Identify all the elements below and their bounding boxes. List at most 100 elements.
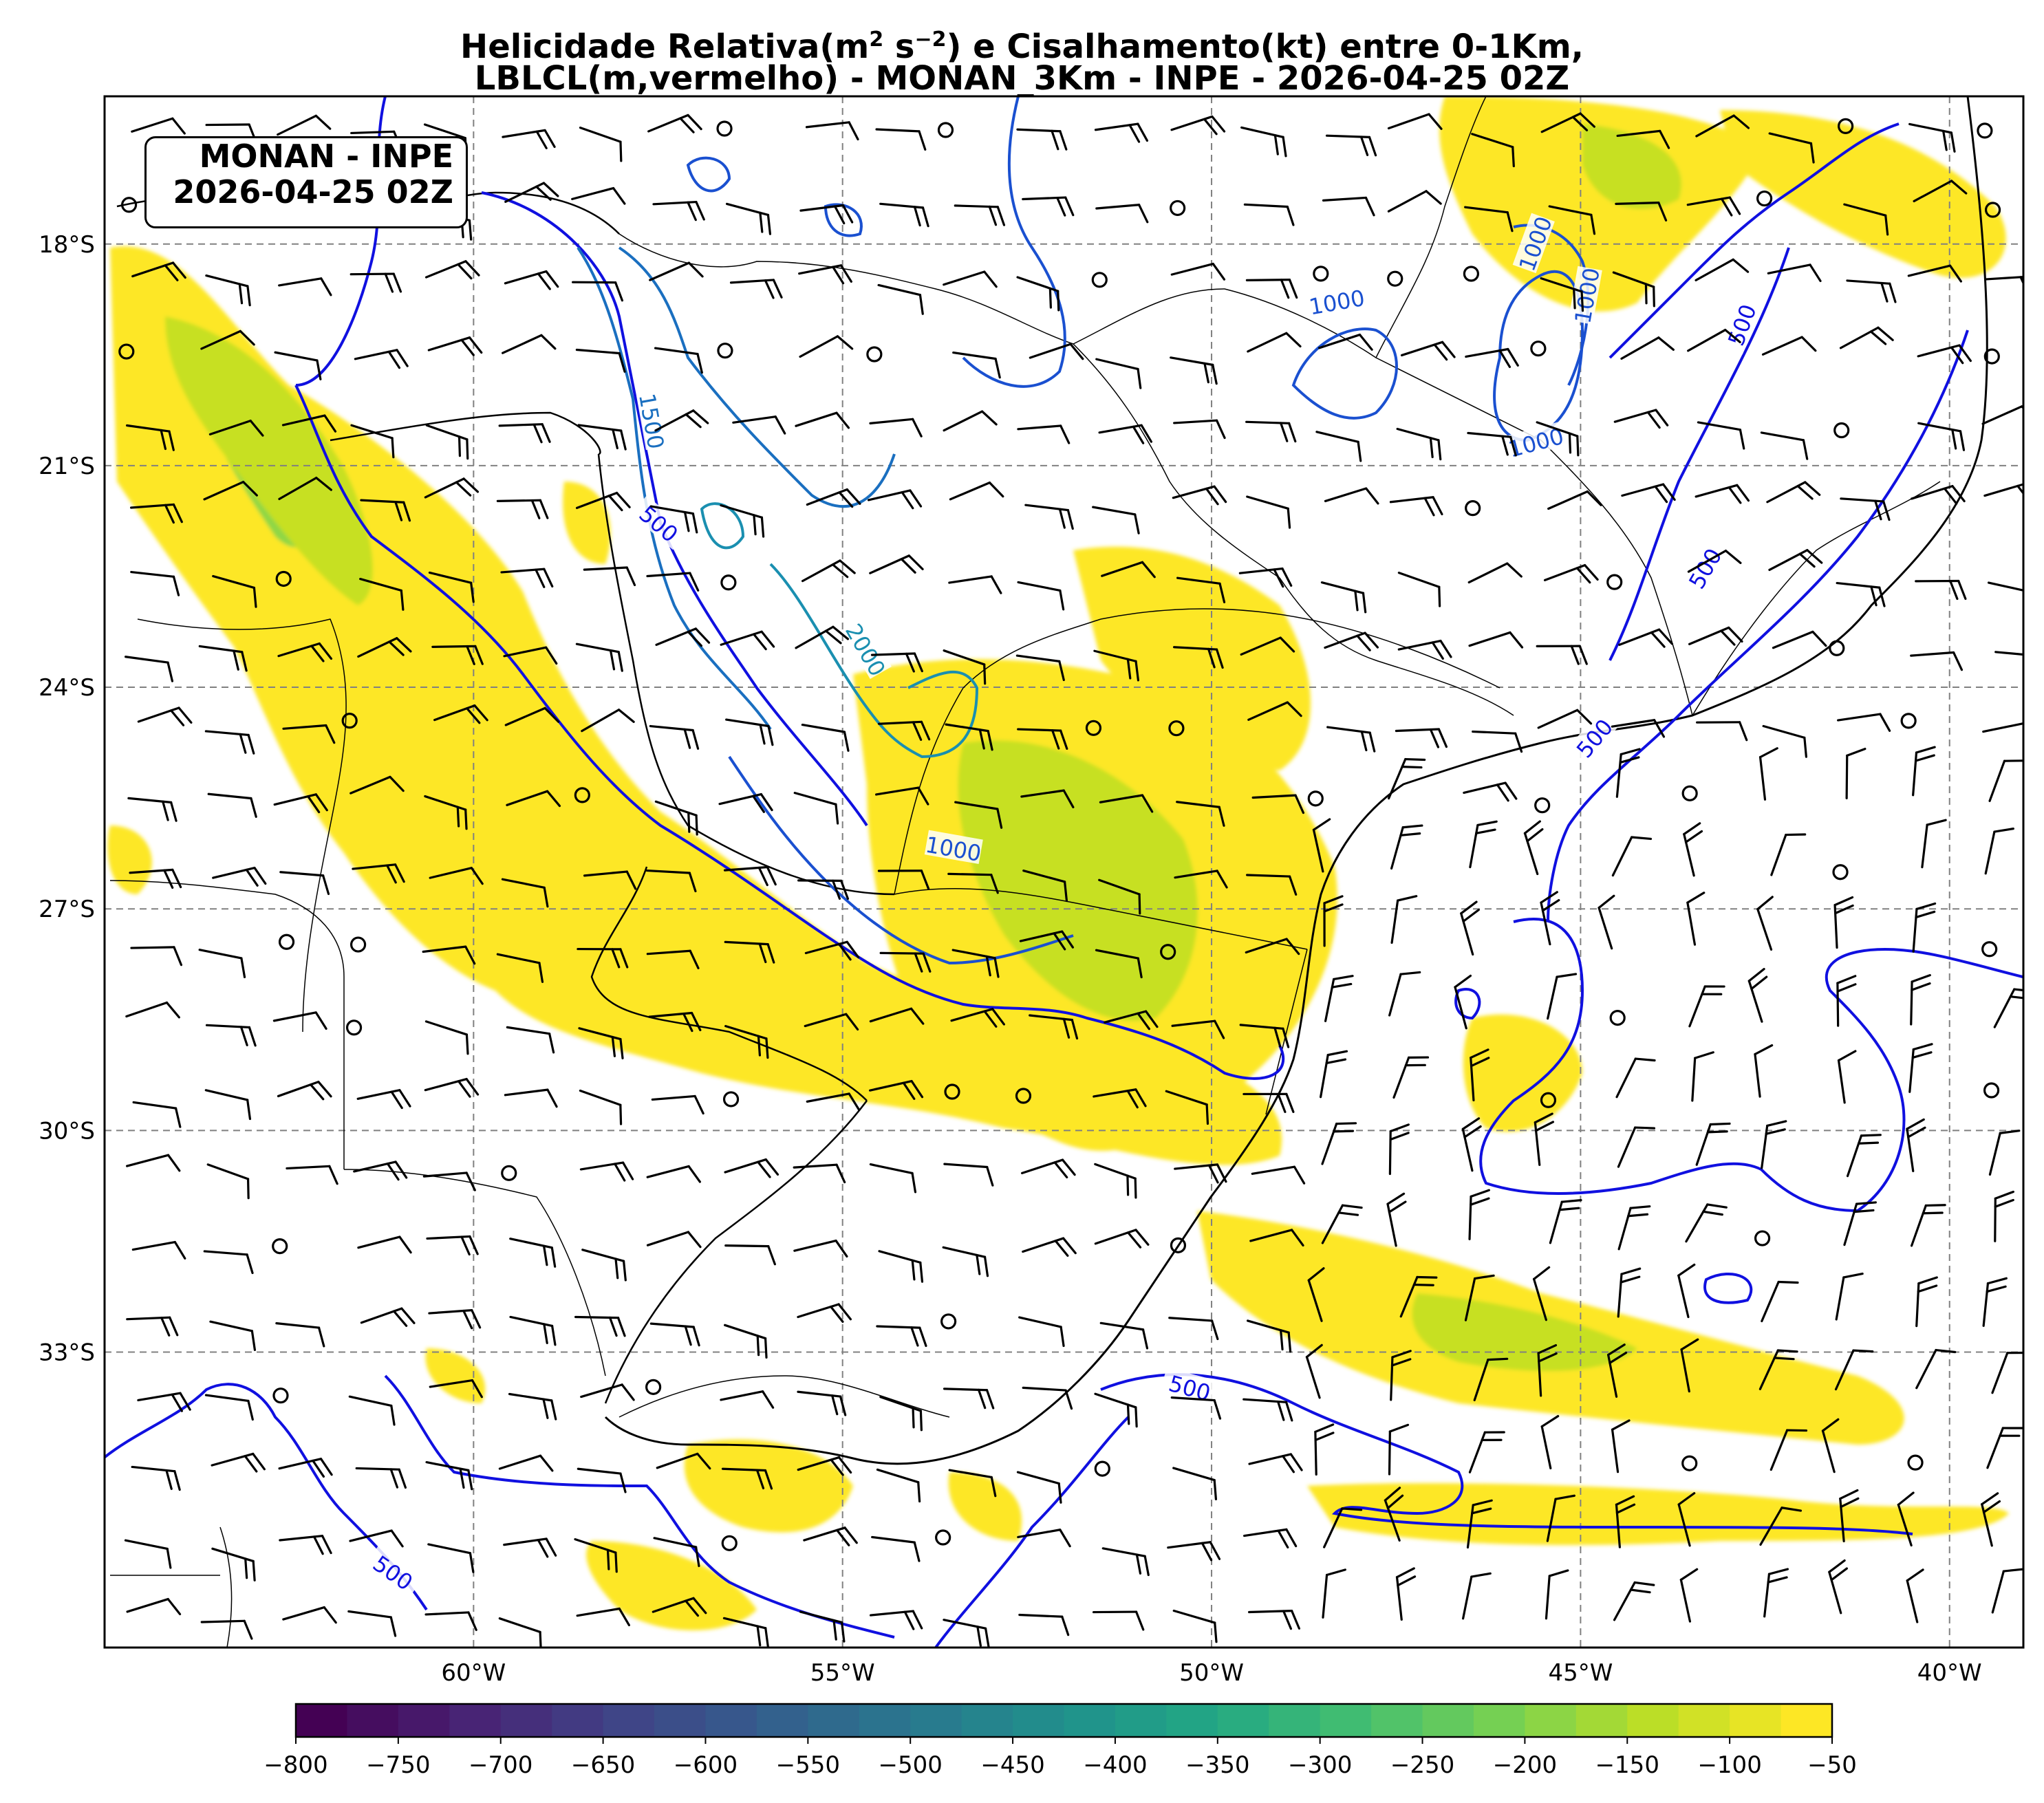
wind-barb bbox=[575, 643, 623, 672]
wind-barb bbox=[720, 1390, 775, 1409]
calm-wind-circle bbox=[1091, 272, 1108, 288]
wind-barb bbox=[433, 704, 488, 724]
wind-barb bbox=[498, 1617, 542, 1648]
wind-barb bbox=[869, 554, 924, 574]
helicity-region-west-green bbox=[165, 316, 373, 605]
wind-barb bbox=[501, 878, 549, 908]
lon-tick-label: 50°W bbox=[1179, 1659, 1244, 1687]
wind-barb bbox=[212, 574, 257, 608]
wind-barb bbox=[200, 330, 255, 350]
wind-barb bbox=[1170, 356, 1218, 385]
wind-barb bbox=[1397, 572, 1441, 607]
wind-barb bbox=[576, 1607, 630, 1627]
contour-500-ocean-loop bbox=[1479, 918, 2023, 1213]
wind-barb bbox=[1019, 930, 1074, 951]
wind-barb bbox=[1386, 1192, 1407, 1247]
colorbar-segment bbox=[1166, 1704, 1218, 1737]
wind-barb bbox=[1022, 1386, 1073, 1410]
wind-barb bbox=[1167, 1541, 1221, 1562]
wind-barb bbox=[1839, 326, 1894, 349]
wind-barb bbox=[1754, 1044, 1774, 1098]
wind-barb bbox=[581, 709, 635, 733]
wind-barb bbox=[1760, 431, 1809, 460]
wind-barb bbox=[347, 1610, 397, 1637]
wind-barb bbox=[1389, 496, 1443, 517]
wind-barb bbox=[656, 1452, 711, 1470]
wind-barb bbox=[1388, 1123, 1410, 1176]
calm-wind-circle bbox=[1754, 1230, 1771, 1246]
wind-barb bbox=[1840, 497, 1891, 521]
calm-wind-circle bbox=[1168, 720, 1185, 737]
calm-wind-circle bbox=[937, 122, 954, 138]
colorbar-segment bbox=[1371, 1704, 1423, 1737]
wind-barb bbox=[1020, 1158, 1076, 1178]
colorbar-segment bbox=[449, 1704, 502, 1737]
wind-barb bbox=[422, 945, 476, 965]
wind-barb bbox=[793, 1239, 848, 1258]
wind-barb bbox=[1172, 485, 1227, 506]
contour-label: 1000 bbox=[1568, 266, 1605, 325]
wind-barb bbox=[1395, 1567, 1417, 1621]
wind-barb bbox=[1761, 1280, 1799, 1323]
contour-label: 1500 bbox=[634, 391, 671, 451]
wind-barb bbox=[1759, 1507, 1803, 1546]
calm-wind-circle bbox=[1540, 1092, 1557, 1108]
wind-barb bbox=[1099, 1321, 1149, 1350]
wind-barb bbox=[1677, 1492, 1696, 1547]
wind-barb bbox=[1390, 1350, 1412, 1401]
wind-barb bbox=[125, 1001, 180, 1019]
model-info-line-2: 2026-04-25 02Z bbox=[173, 173, 453, 210]
calm-wind-circle bbox=[278, 933, 295, 950]
wind-barb bbox=[132, 1101, 182, 1128]
wind-barb bbox=[211, 1547, 256, 1581]
wind-barb bbox=[876, 1325, 927, 1348]
wind-barb bbox=[281, 414, 337, 433]
wind-barb bbox=[1322, 1568, 1346, 1619]
wind-barb bbox=[424, 795, 468, 830]
wind-barb bbox=[1020, 789, 1075, 809]
wind-barb bbox=[647, 114, 702, 133]
contour-1500-north bbox=[618, 246, 896, 508]
wind-barb bbox=[1471, 133, 1515, 168]
colorbar-segment bbox=[1422, 1704, 1474, 1737]
wind-barb bbox=[1758, 747, 1778, 801]
wind-barb bbox=[272, 1011, 327, 1030]
helicity-region-sa bbox=[948, 1472, 1022, 1541]
wind-barb bbox=[428, 571, 475, 603]
calm-wind-circle bbox=[1681, 785, 1698, 801]
wind-barb bbox=[1468, 1189, 1490, 1240]
colorbar-tick-label: −400 bbox=[1083, 1751, 1147, 1779]
wind-barb bbox=[1018, 1316, 1065, 1348]
wind-barb bbox=[278, 476, 332, 501]
calm-wind-circle bbox=[935, 1529, 951, 1546]
contour-500-north-east bbox=[1609, 247, 1790, 661]
wind-barb bbox=[1981, 1492, 2001, 1547]
calm-wind-circle bbox=[1085, 720, 1102, 736]
calm-wind-circle bbox=[574, 787, 590, 803]
wind-barb bbox=[1400, 341, 1456, 361]
wind-barb bbox=[126, 1316, 179, 1337]
wind-barb bbox=[353, 1160, 408, 1181]
wind-barb bbox=[1098, 878, 1141, 915]
wind-barb bbox=[1246, 1319, 1292, 1353]
wind-barb bbox=[575, 491, 631, 512]
wind-barb bbox=[359, 577, 405, 611]
wind-barb bbox=[279, 871, 330, 896]
wind-barb bbox=[869, 418, 923, 438]
calm-wind-circle bbox=[275, 570, 292, 587]
wind-barb bbox=[205, 1024, 257, 1047]
wind-barb bbox=[805, 121, 859, 141]
wind-barb bbox=[1686, 892, 1706, 946]
wind-barb bbox=[1988, 1130, 2021, 1176]
wind-barb bbox=[1324, 975, 1354, 1022]
calm-wind-circle bbox=[1838, 118, 1854, 134]
wind-barb bbox=[277, 1081, 332, 1101]
wind-barb bbox=[1547, 490, 1602, 510]
wind-barb bbox=[1983, 482, 2023, 503]
wind-barb bbox=[506, 1026, 555, 1054]
wind-barb bbox=[952, 351, 1001, 379]
map-plot-area[interactable]: 5005005005005005001000100010001000100015… bbox=[103, 96, 2044, 1651]
wind-barb bbox=[1094, 122, 1149, 143]
contour-2000 bbox=[769, 563, 979, 759]
wind-barb bbox=[797, 879, 850, 900]
